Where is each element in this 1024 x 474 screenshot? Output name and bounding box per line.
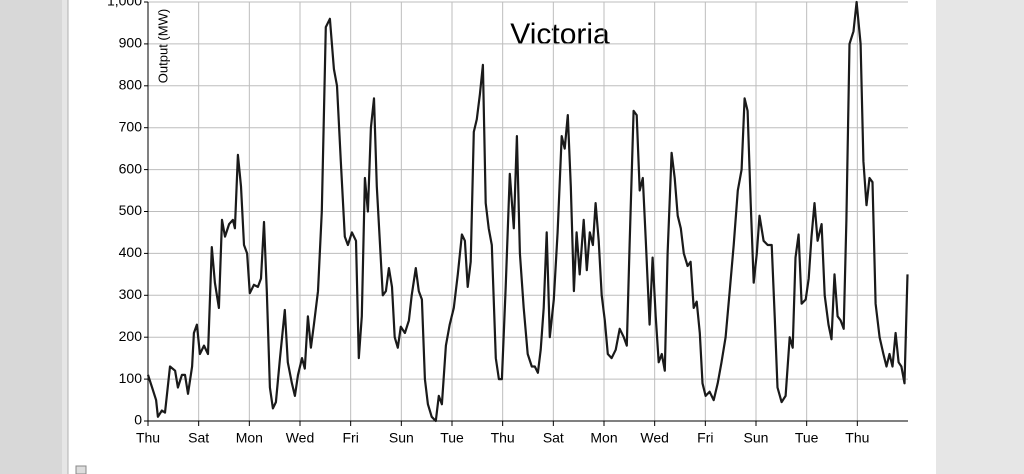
y-tick-label: 500: [119, 202, 143, 218]
checkbox[interactable]: [75, 465, 87, 474]
x-tick-label: Tue: [795, 430, 819, 446]
x-tick-label: Wed: [640, 430, 669, 446]
y-tick-label: 800: [119, 77, 143, 93]
y-tick-label: 100: [119, 370, 143, 386]
x-tick-label: Sun: [389, 430, 414, 446]
x-tick-label: Thu: [491, 430, 515, 446]
y-tick-label: 700: [119, 118, 143, 134]
x-tick-label: Mon: [236, 430, 263, 446]
x-tick-label: Sat: [543, 430, 564, 446]
y-tick-label: 900: [119, 35, 143, 51]
x-tick-label: Fri: [343, 430, 359, 446]
left-gutter: [0, 0, 62, 474]
x-tick-label: Wed: [286, 430, 315, 446]
x-tick-label: Sun: [744, 430, 769, 446]
panel: [68, 0, 936, 474]
x-tick-label: Thu: [136, 430, 160, 446]
y-tick-label: 0: [134, 412, 142, 428]
x-tick-label: Tue: [440, 430, 464, 446]
x-tick-label: Mon: [590, 430, 617, 446]
y-tick-label: 600: [119, 160, 143, 176]
line-series: [146, 0, 909, 423]
y-tick-label: 200: [119, 328, 143, 344]
x-tick-label: Sat: [188, 430, 209, 446]
x-tick-label: Fri: [697, 430, 713, 446]
y-axis-label: Output (MW): [155, 9, 170, 83]
chart-title: Victoria: [510, 18, 610, 51]
x-tick-label: Thu: [845, 430, 869, 446]
y-tick-label: 300: [119, 286, 143, 302]
y-tick-label: 1,000: [107, 0, 142, 9]
y-tick-label: 400: [119, 244, 143, 260]
